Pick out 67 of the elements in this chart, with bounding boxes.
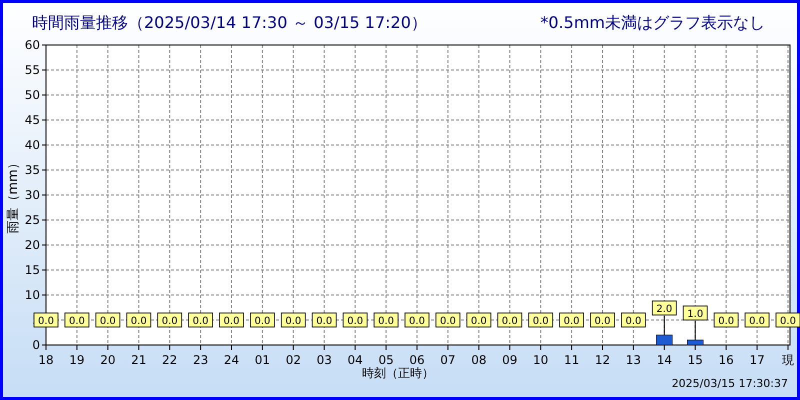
data-label: 0.0 — [162, 316, 178, 327]
data-label: 0.0 — [378, 316, 394, 327]
data-label: 0.0 — [780, 316, 796, 327]
chart-subtitle: *0.5mm未満はグラフ表示なし — [540, 13, 765, 32]
y-tick-label: 45 — [24, 113, 40, 127]
data-label: 2.0 — [656, 304, 672, 315]
data-label: 0.0 — [38, 316, 54, 327]
y-tick-label: 40 — [24, 138, 40, 152]
text: 2025/03/15 17:30:37 — [672, 377, 788, 390]
y-tick-label: 20 — [24, 238, 40, 252]
x-tick-label: 23 — [192, 353, 208, 367]
x-tick-label: 11 — [564, 353, 580, 367]
data-label: 0.0 — [130, 316, 147, 327]
y-tick-label: 35 — [24, 163, 40, 177]
data-label: 0.0 — [347, 316, 364, 327]
y-tick-label: 30 — [24, 188, 40, 202]
y-tick-label: 60 — [24, 38, 40, 52]
x-tick-label: 07 — [440, 353, 456, 367]
data-label: 0.0 — [532, 316, 549, 327]
y-tick-label: 55 — [24, 63, 40, 77]
x-tick-label: 22 — [162, 353, 178, 367]
x-tick-label: 17 — [749, 353, 765, 367]
data-label: 0.0 — [316, 316, 332, 327]
x-tick-label: 08 — [471, 353, 486, 367]
y-tick-label: 0 — [32, 338, 40, 352]
x-tick-label: 19 — [69, 353, 85, 367]
data-label: 0.0 — [470, 316, 487, 327]
data-label: 0.0 — [502, 316, 518, 327]
data-label: 0.0 — [192, 316, 209, 327]
data-label: 0.0 — [224, 316, 240, 327]
data-label: 0.0 — [749, 316, 766, 327]
x-tick-label: 18 — [38, 353, 54, 367]
x-tick-label: 12 — [594, 353, 610, 367]
y-axis-title: 雨量（mm） — [6, 156, 21, 234]
x-tick-label: 03 — [316, 353, 332, 367]
data-label: 0.0 — [625, 316, 642, 327]
y-tick-label: 25 — [24, 213, 40, 227]
data-label: 0.0 — [100, 316, 116, 327]
x-tick-label: 14 — [656, 353, 672, 367]
x-tick-label: 10 — [533, 353, 548, 367]
data-label: 0.0 — [594, 316, 610, 327]
x-tick-label: 21 — [131, 353, 146, 367]
x-tick-label: 現 — [782, 353, 794, 367]
data-label: 0.0 — [285, 316, 302, 327]
x-tick-label: 06 — [409, 353, 425, 367]
data-label: 0.0 — [409, 316, 425, 327]
x-tick-label: 02 — [286, 353, 301, 367]
data-label: 0.0 — [564, 316, 580, 327]
y-tick-label: 10 — [24, 288, 40, 302]
x-tick-label: 16 — [718, 353, 734, 367]
x-tick-label: 09 — [502, 353, 518, 367]
x-tick-label: 24 — [224, 353, 240, 367]
data-label: 1.0 — [687, 309, 704, 320]
x-tick-label: 04 — [348, 353, 363, 367]
y-tick-label: 50 — [24, 88, 40, 102]
data-label: 0.0 — [440, 316, 456, 327]
data-label: 0.0 — [718, 316, 734, 327]
x-tick-label: 01 — [254, 353, 270, 367]
data-label: 0.0 — [68, 316, 85, 327]
data-label: 0.0 — [254, 316, 270, 327]
y-tick-label: 15 — [24, 263, 40, 277]
x-tick-label: 05 — [378, 353, 394, 367]
chart-title: 時間雨量推移（2025/03/14 17:30 ～ 03/15 17:20） — [32, 13, 427, 32]
x-tick-label: 20 — [100, 353, 116, 367]
x-tick-label: 15 — [688, 353, 703, 367]
x-tick-label: 13 — [626, 353, 642, 367]
x-axis-title: 時刻（正時） — [362, 366, 434, 380]
